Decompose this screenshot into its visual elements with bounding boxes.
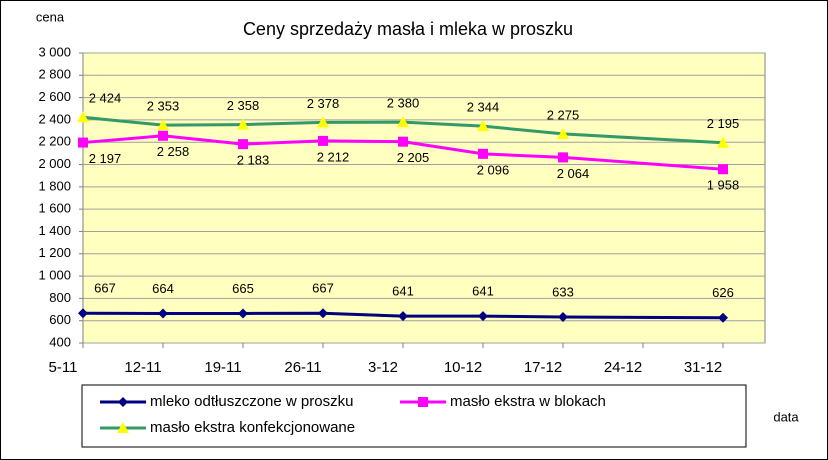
point (477, 120, 489, 132)
point (318, 308, 328, 319)
y-tick-label: 2 800 (38, 67, 71, 82)
legend-label: mleko odtłuszczone w proszku (150, 393, 353, 410)
y-tick-label: 2 200 (38, 134, 71, 149)
data-label: 2 344 (467, 100, 500, 115)
y-tick-label: 2 400 (38, 111, 71, 126)
y-tick-label: 1 400 (38, 223, 71, 238)
legend-label: masło ekstra konfekcjonowane (150, 419, 355, 436)
point (558, 312, 568, 323)
data-label: 2 380 (387, 96, 420, 111)
x-tick-label: 5-11 (49, 359, 78, 376)
x-tick-label: 3-12 (368, 359, 398, 376)
y-tick-label: 1 200 (38, 245, 71, 260)
series-line (82, 115, 724, 145)
point (237, 118, 249, 130)
point (77, 111, 89, 123)
point (398, 136, 408, 147)
point (717, 136, 729, 148)
data-label: 626 (712, 285, 734, 300)
point (397, 116, 409, 128)
data-label: 2 258 (157, 144, 190, 159)
series-line (82, 134, 724, 171)
point (78, 137, 88, 148)
y-tick-label: 3 000 (38, 44, 71, 59)
y-tick-label: 1 800 (38, 178, 71, 193)
y-tick-label: 400 (49, 334, 71, 349)
y-tick-label: 2 600 (38, 89, 71, 104)
point (718, 164, 728, 175)
data-label: 2 212 (317, 149, 350, 164)
x-tick-label: 10-12 (444, 359, 482, 376)
data-label: 667 (94, 281, 116, 296)
point (318, 135, 328, 146)
series-line (82, 311, 724, 320)
x-axis-label: data (773, 409, 799, 424)
data-label: 2 275 (547, 107, 580, 122)
y-tick-label: 800 (49, 290, 71, 305)
x-tick-label: 31-12 (684, 359, 722, 376)
data-label: 641 (472, 284, 494, 299)
legend-marker (418, 397, 428, 407)
data-label: 1 958 (707, 178, 740, 193)
x-tick-label: 17-12 (524, 359, 562, 376)
point (158, 308, 168, 319)
legend-marker (117, 422, 129, 433)
point (478, 311, 488, 322)
data-label: 2 183 (237, 153, 270, 168)
data-label: 667 (312, 281, 334, 296)
point (398, 311, 408, 322)
data-label: 2 096 (477, 162, 510, 177)
data-label: 633 (552, 284, 574, 299)
data-label: 2 197 (89, 151, 122, 166)
point (557, 127, 569, 139)
y-tick-label: 2 000 (38, 156, 71, 171)
point (317, 116, 329, 128)
data-label: 665 (232, 281, 254, 296)
plot-area (82, 52, 766, 344)
y-tick-label: 1 600 (38, 201, 71, 216)
point (558, 152, 568, 163)
data-label: 2 064 (557, 166, 590, 181)
data-label: 2 424 (89, 91, 122, 106)
data-label: 641 (392, 284, 414, 299)
y-tick-label: 1 000 (38, 268, 71, 283)
data-label: 2 353 (147, 99, 180, 114)
data-label: 2 205 (397, 150, 430, 165)
chart-title: Ceny sprzedaży masła i mleka w proszku (243, 19, 573, 39)
point (238, 308, 248, 319)
data-label: 2 378 (307, 96, 340, 111)
y-axis-label: cena (36, 9, 65, 24)
legend-label: masło ekstra w blokach (450, 393, 606, 410)
y-tick-label: 600 (49, 312, 71, 327)
point (158, 130, 168, 141)
point (478, 148, 488, 159)
data-label: 664 (152, 281, 174, 296)
x-tick-label: 26-11 (284, 359, 321, 376)
point (157, 119, 169, 131)
data-label: 2 358 (227, 98, 260, 113)
x-tick-label: 19-11 (204, 359, 241, 376)
data-label: 2 195 (707, 116, 740, 131)
point (718, 312, 728, 323)
point (78, 308, 88, 319)
x-tick-label: 12-11 (124, 359, 161, 376)
legend-box (81, 384, 747, 448)
legend-marker (118, 397, 128, 407)
x-tick-label: 24-12 (604, 359, 642, 376)
point (238, 139, 248, 150)
